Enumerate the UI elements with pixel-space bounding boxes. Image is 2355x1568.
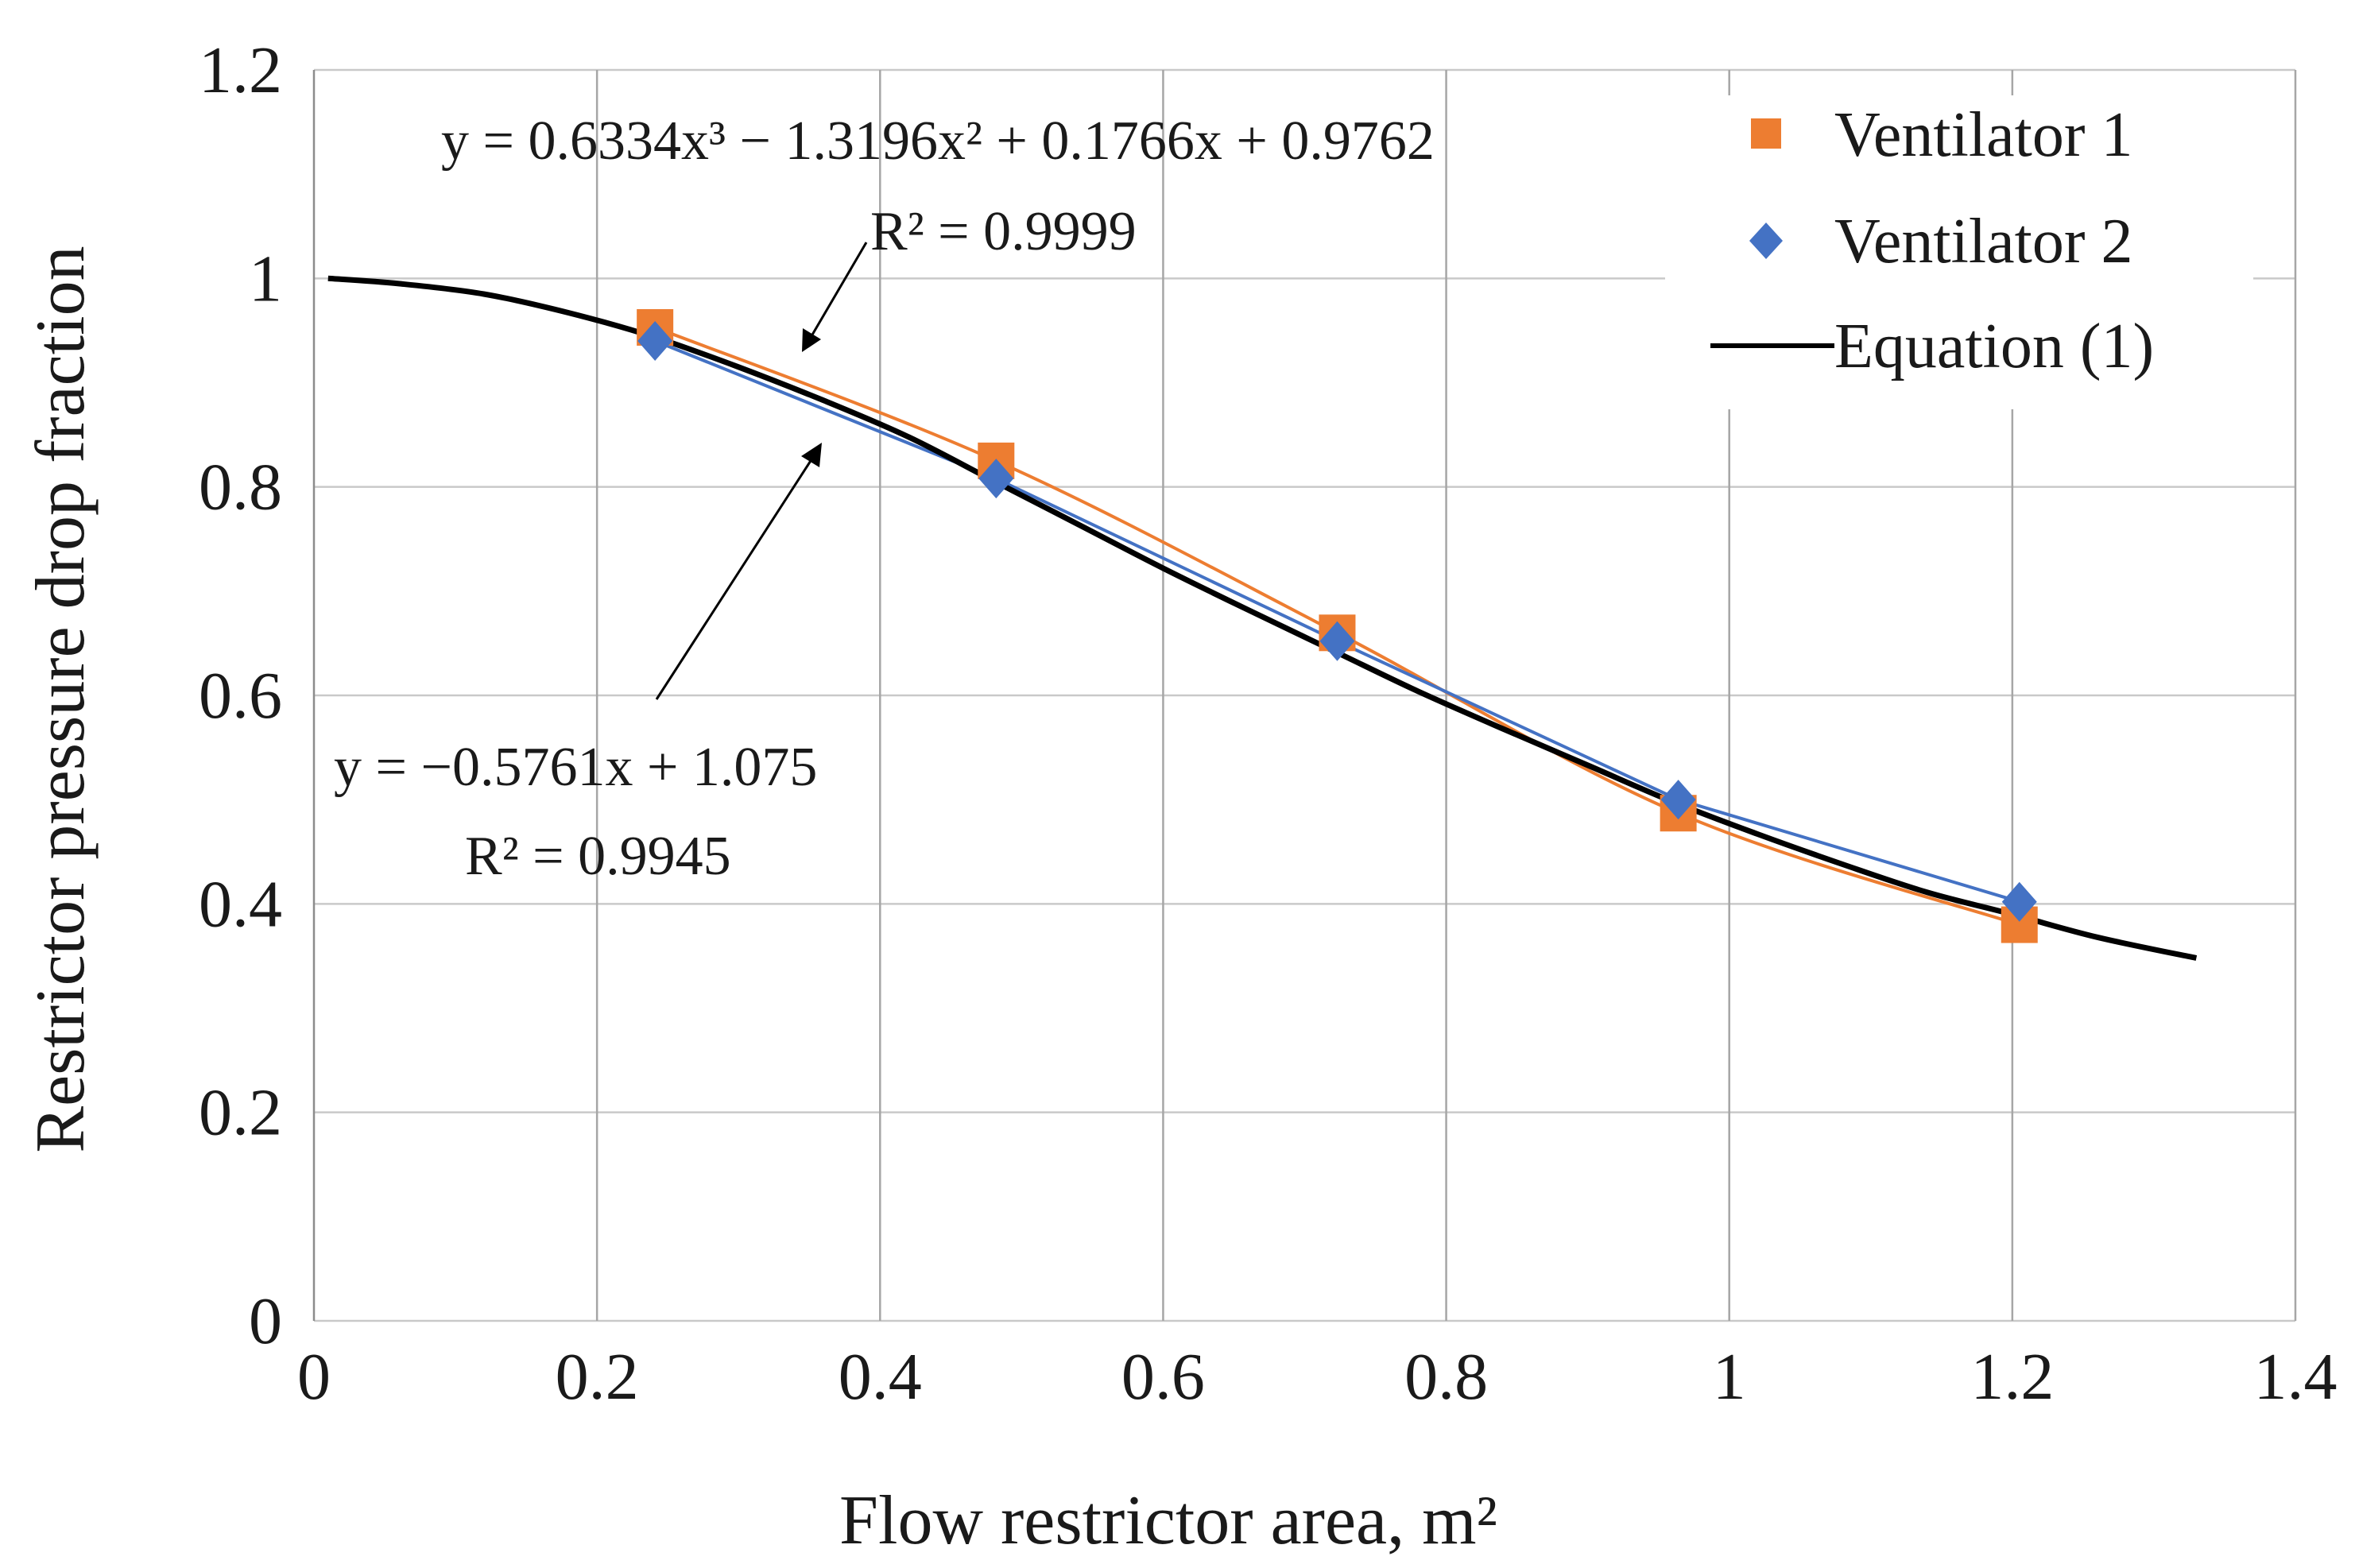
x-tick-label: 0.2 xyxy=(556,1340,639,1414)
x-tick-label: 1 xyxy=(1713,1340,1746,1414)
ventilator-2-point xyxy=(2001,881,2037,922)
linear-r2-label: R² = 0.9945 xyxy=(465,826,731,887)
ventilator-2-point xyxy=(1660,780,1696,820)
x-axis-title: Flow restrictor area, m² xyxy=(839,1482,1497,1559)
ventilator-2-point xyxy=(637,321,673,362)
linear-equation-label: y = −0.5761x + 1.075 xyxy=(334,737,817,798)
legend-diamond-marker-icon xyxy=(1749,223,1783,259)
ventilator-2-point xyxy=(1319,621,1355,661)
tick-labels: 0 0.2 0.4 0.6 0.8 1 1.2 0 0.2 0.4 0.6 0.8 1 1.2 1.4 xyxy=(199,33,2338,1414)
x-tick-label: 1.2 xyxy=(1970,1340,2054,1414)
annotations: y = 0.6334x³ − 1.3196x² + 0.1766x + 0.97… xyxy=(334,110,1435,887)
poly-equation-label: y = 0.6334x³ − 1.3196x² + 0.1766x + 0.97… xyxy=(441,110,1435,172)
legend-label-equation-1: Equation (1) xyxy=(1834,312,2154,381)
y-tick-label: 1 xyxy=(249,242,282,316)
legend-label-ventilator-1: Ventilator 1 xyxy=(1834,100,2132,170)
y-tick-label: 0.2 xyxy=(199,1076,282,1150)
grid xyxy=(312,68,2297,1322)
y-tick-label: 1.2 xyxy=(199,33,282,107)
legend: Ventilator 1 Ventilator 2 Equation (1) xyxy=(1665,95,2253,409)
equation-1-line xyxy=(327,275,2198,961)
y-tick-label: 0.6 xyxy=(199,659,282,733)
poly-arrow xyxy=(802,242,868,352)
linear-arrow xyxy=(655,443,822,700)
ventilator-2-point xyxy=(978,459,1014,499)
y-tick-label: 0.4 xyxy=(199,867,282,941)
legend-square-marker-icon xyxy=(1751,118,1781,149)
series-markers xyxy=(637,308,2038,943)
x-tick-label: 0.4 xyxy=(839,1340,922,1414)
x-tick-label: 1.4 xyxy=(2254,1340,2338,1414)
x-tick-label: 0.8 xyxy=(1404,1340,1488,1414)
poly-r2-label: R² = 0.9999 xyxy=(870,201,1137,262)
y-tick-label: 0 xyxy=(249,1284,282,1358)
legend-label-ventilator-2: Ventilator 2 xyxy=(1834,207,2132,277)
y-tick-label: 0.8 xyxy=(199,451,282,525)
y-axis-title: Restrictor pressure drop fraction xyxy=(22,246,99,1152)
x-tick-label: 0 xyxy=(297,1340,331,1414)
x-tick-label: 0.6 xyxy=(1121,1340,1205,1414)
